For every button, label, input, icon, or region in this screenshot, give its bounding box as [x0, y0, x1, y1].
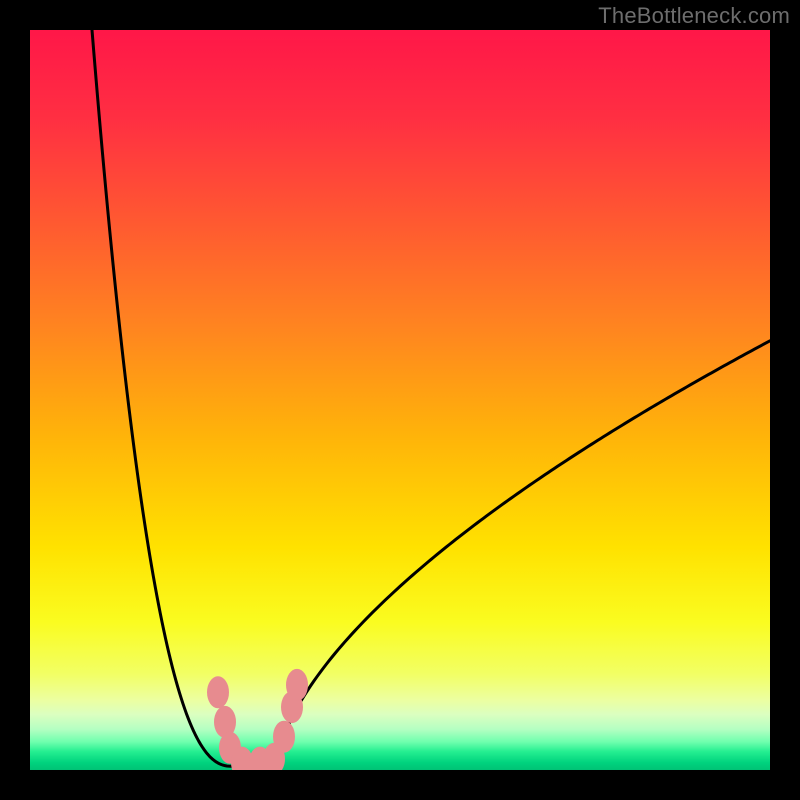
- watermark-text: TheBottleneck.com: [598, 3, 790, 29]
- bottleneck-chart-svg: [30, 30, 770, 770]
- plot-area: [30, 30, 770, 770]
- curve-marker: [207, 676, 229, 708]
- curve-marker: [286, 669, 308, 701]
- gradient-background: [30, 30, 770, 770]
- chart-stage: TheBottleneck.com: [0, 0, 800, 800]
- curve-marker: [273, 721, 295, 753]
